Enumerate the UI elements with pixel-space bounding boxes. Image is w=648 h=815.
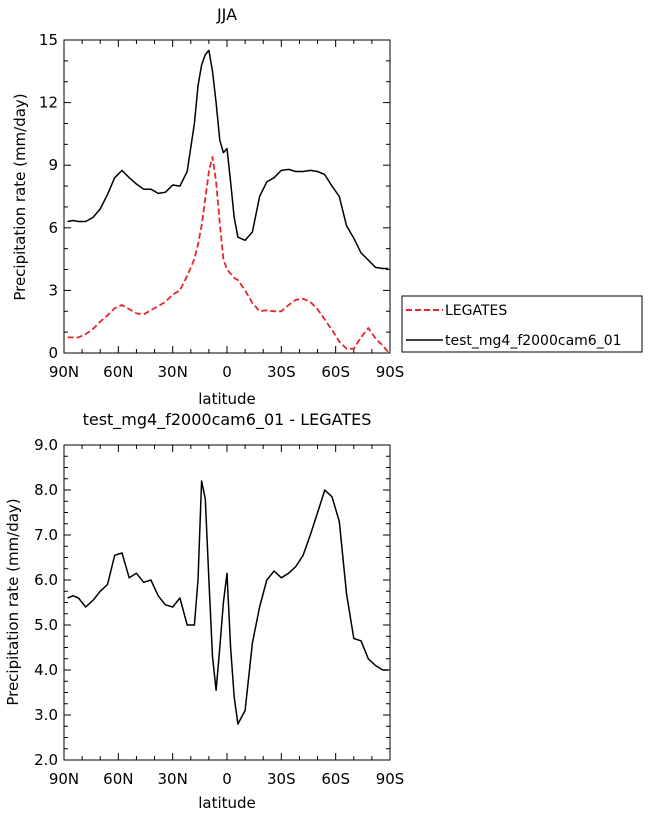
top-y-tick-label: 0	[48, 344, 58, 362]
bottom-y-tick-label: 6.0	[34, 571, 58, 589]
legend-label-test: test_mg4_f2000cam6_01	[445, 333, 622, 349]
top-y-tick-label: 9	[48, 156, 58, 174]
bottom-plot-frame	[63, 444, 391, 761]
top-x-tick-label: 30N	[158, 363, 188, 381]
top-series-line-test-mg4-f2000cam6-01	[67, 49, 389, 270]
top-series	[67, 49, 389, 353]
top-x-tick-label: 90N	[49, 363, 79, 381]
legend: LEGATES test_mg4_f2000cam6_01	[401, 295, 643, 353]
bottom-series-line-0	[67, 480, 389, 725]
top-y-tick-label: 15	[39, 31, 58, 49]
top-y-tick-label: 6	[48, 219, 58, 237]
bottom-y-tick-label: 5.0	[34, 616, 58, 634]
top-x-tick-label: 0	[222, 363, 232, 381]
legend-label-legates: LEGATES	[445, 303, 507, 319]
bottom-y-tick-label: 3.0	[34, 706, 58, 724]
bottom-y-tick-label: 4.0	[34, 661, 58, 679]
top-x-axis-label: latitude	[198, 390, 256, 408]
bottom-x-tick-label: 0	[222, 770, 232, 788]
top-x-tick-label: 30S	[267, 363, 296, 381]
top-y-axis-label: Precipitation rate (mm/day)	[11, 93, 29, 300]
top-y-tick-label: 12	[39, 94, 58, 112]
bottom-y-tick-label: 9.0	[34, 436, 58, 454]
top-x-tick-label: 60S	[321, 363, 350, 381]
top-chart-title: JJA	[216, 5, 237, 24]
top-x-tick-label: 60N	[103, 363, 133, 381]
bottom-x-tick-label: 30S	[267, 770, 296, 788]
legend-box	[401, 295, 643, 353]
bottom-chart-title: test_mg4_f2000cam6_01 - LEGATES	[83, 410, 372, 430]
top-panel: JJA 90N 60N 30N 0 30S 60S 90S 0 3 6 9 12 15 latitude…	[11, 5, 404, 408]
top-ticks: 90N 60N 30N 0 30S 60S 90S 0 3 6 9 12 15	[39, 31, 404, 381]
top-series-line-legates	[67, 155, 389, 353]
bottom-x-tick-label: 60N	[103, 770, 133, 788]
bottom-x-axis-label: latitude	[198, 794, 256, 812]
top-plot-frame	[63, 39, 391, 354]
bottom-y-tick-label: 2.0	[34, 751, 58, 769]
bottom-series	[67, 480, 389, 725]
bottom-x-tick-label: 30N	[158, 770, 188, 788]
bottom-y-tick-label: 8.0	[34, 481, 58, 499]
top-y-tick-label: 3	[48, 281, 58, 299]
bottom-y-tick-label: 7.0	[34, 526, 58, 544]
bottom-y-axis-label: Precipitation rate (mm/day)	[4, 498, 22, 705]
bottom-x-tick-label: 90N	[49, 770, 79, 788]
bottom-x-tick-label: 60S	[321, 770, 350, 788]
bottom-x-tick-label: 90S	[376, 770, 405, 788]
bottom-panel: test_mg4_f2000cam6_01 - LEGATES 90N 60N 30…	[4, 410, 404, 812]
top-x-tick-label: 90S	[376, 363, 405, 381]
